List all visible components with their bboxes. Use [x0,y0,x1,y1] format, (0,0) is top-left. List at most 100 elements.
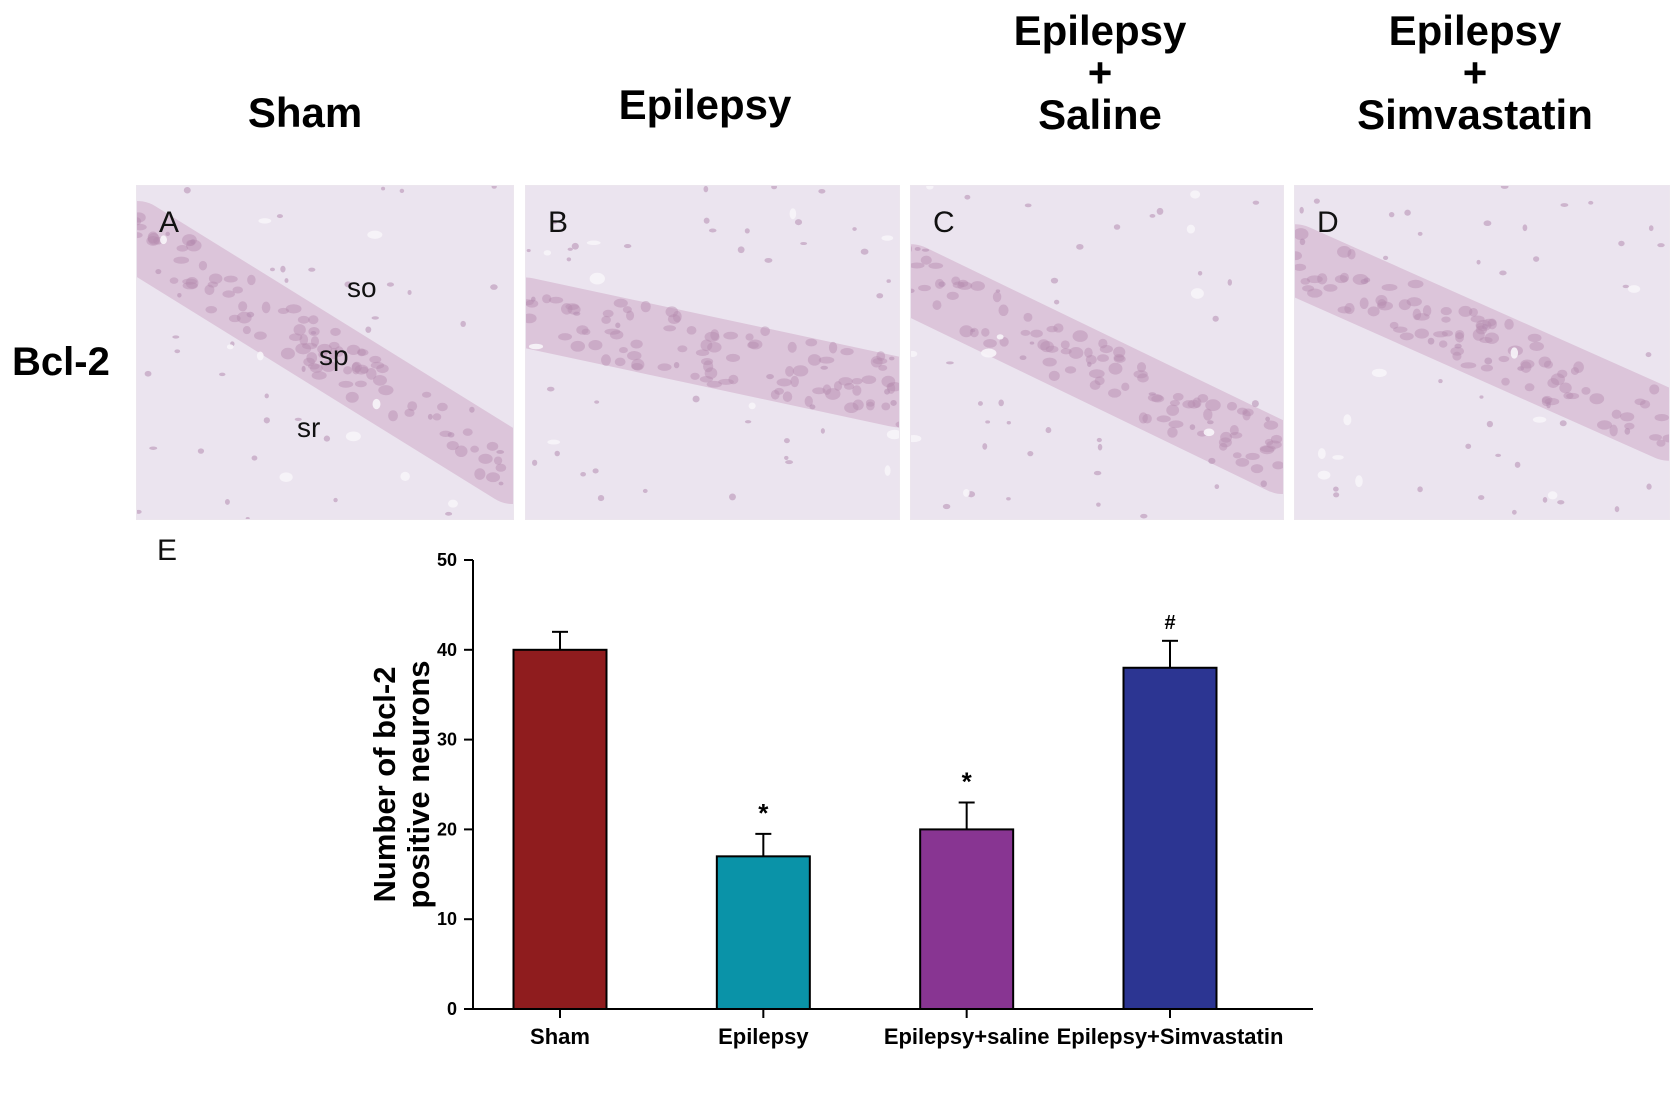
cell-body [1440,306,1452,316]
cell-body [878,364,888,371]
cell-body [1455,332,1464,343]
cell-body [699,376,714,383]
cell-body [1654,414,1669,422]
cell-body [992,291,1002,303]
cell-body [137,217,142,226]
bar [919,828,1015,1010]
cell-body [700,339,713,352]
cell-body [486,472,501,483]
cell-body [1412,308,1422,321]
cell-body [1064,366,1077,374]
scattered-nucleus [1363,277,1371,283]
scattered-nucleus [914,247,921,251]
scattered-nucleus [197,448,205,454]
micrograph-panel-d: D [1294,185,1670,520]
cell-body [782,391,793,402]
cell-body [137,232,143,239]
vessel-lumen [926,186,934,190]
cell-body [478,453,493,464]
scattered-nucleus [1383,255,1389,260]
scattered-nucleus [1465,443,1472,449]
cell-body [474,468,486,480]
cell-body [998,304,1009,316]
scattered-nucleus [1113,224,1121,230]
scattered-nucleus [571,242,579,250]
cell-body [146,235,160,246]
tissue-image [137,186,513,519]
vessel-lumen [160,235,167,245]
y-axis-title-line: Number of bcl-2 [367,667,402,903]
scattered-nucleus [764,257,773,263]
cell-body [1151,394,1165,403]
scattered-nucleus [942,503,951,510]
cell-body [1068,346,1084,359]
y-tick-label: 20 [437,819,457,839]
scattered-nucleus [498,481,504,486]
scattered-nucleus [703,186,709,193]
cell-body [959,325,974,338]
scattered-nucleus [703,217,710,224]
panel-letter: D [1317,206,1339,239]
vessel-lumen [1190,190,1201,199]
cell-body [1259,445,1276,453]
vessel-lumen [911,434,922,443]
cell-body [1498,355,1510,363]
cell-body [601,354,611,366]
cell-body [804,395,813,407]
scattered-nucleus [469,406,475,413]
cell-body [627,351,642,361]
scattered-nucleus [1657,243,1665,248]
cell-body [1089,380,1101,390]
scattered-nucleus [224,498,230,505]
scattered-nucleus [1227,279,1233,286]
scattered-nucleus [264,393,269,399]
chart-plot-area: 0 10 20 30 40 50 Number of bcl-2positive neuro… [367,550,1313,1049]
significance-marker: # [1164,612,1175,634]
cell-body [1589,393,1605,405]
column-title-epilepsy-saline: Epilepsy + Saline [985,10,1215,136]
scattered-nucleus [1140,513,1148,519]
cell-body [328,341,340,350]
tissue-image [1295,186,1669,519]
y-axis-title-line: positive neurons [401,660,436,908]
cell-body [1133,370,1148,379]
cell-body [493,456,503,465]
cell-body [334,346,344,357]
cell-body [238,301,248,312]
scattered-nucleus [496,450,505,454]
panel-letter: B [548,206,569,239]
cell-body [622,306,632,314]
cell-body [630,339,643,349]
cell-body [207,281,219,288]
scattered-nucleus [246,311,255,318]
cell-body [1295,251,1303,261]
scattered-nucleus [809,404,816,410]
scattered-nucleus [573,311,581,316]
cell-body [1452,351,1462,361]
cell-body [1393,326,1408,333]
cell-body [486,441,499,451]
scattered-nucleus [269,267,275,272]
cell-body [343,366,353,375]
scattered-nucleus [1588,200,1594,205]
scattered-nucleus [1299,238,1306,246]
scattered-nucleus [1484,357,1493,365]
cell-body [619,347,628,354]
cell-body [1138,412,1148,424]
scattered-nucleus [921,248,930,252]
cell-body [223,275,238,283]
vessel-lumen [996,334,1004,340]
cell-body [1649,384,1660,395]
cell-body [792,365,809,377]
cell-body [999,337,1009,347]
cell-body [1166,404,1180,416]
vessel-lumen [226,344,234,350]
cell-body [1337,306,1352,314]
cell-body [1220,431,1233,443]
cell-body [1300,278,1311,285]
cell-body [1487,318,1497,330]
cell-body [310,336,319,347]
cell-body [318,350,328,359]
cell-layer-band [137,200,513,505]
cell-body [1470,315,1485,323]
